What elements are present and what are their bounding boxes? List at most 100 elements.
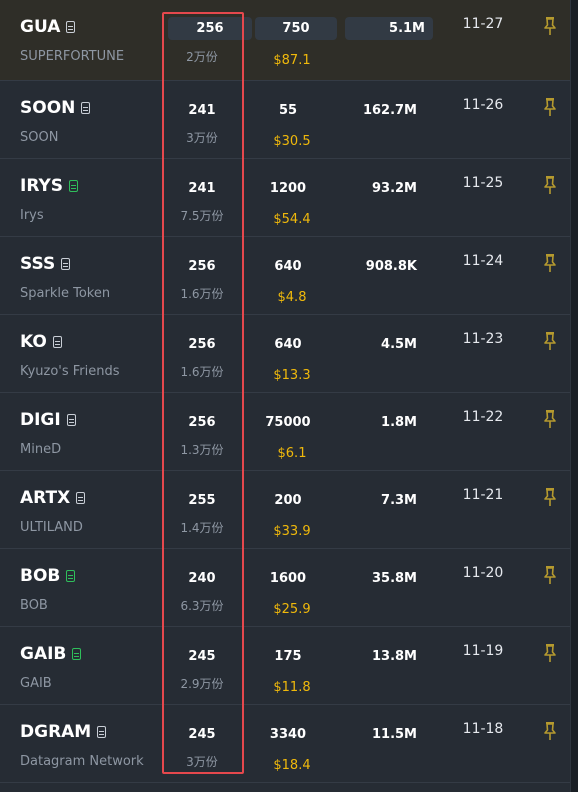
- token-name: Sparkle Token: [20, 286, 111, 301]
- token-symbol[interactable]: SSS: [20, 254, 71, 274]
- col3-value: 11.5M: [371, 727, 417, 742]
- document-icon[interactable]: [61, 258, 71, 270]
- col3-value: 93.2M: [371, 181, 417, 196]
- col2-price: $87.1: [273, 53, 311, 68]
- symbol-text: DGRAM: [20, 722, 92, 742]
- date-value: 11-18: [462, 721, 504, 737]
- col1-value: 245: [188, 649, 216, 664]
- symbol-text: DIGI: [20, 410, 61, 430]
- token-symbol[interactable]: SOON: [20, 98, 91, 118]
- table-row[interactable]: DGRAM Datagram Network 245 3万份 3340 $18.…: [0, 705, 570, 783]
- col1-value: 256: [188, 415, 216, 430]
- table-row[interactable]: SOON SOON 241 3万份 55 $30.5 162.7M 11-26: [0, 81, 570, 159]
- document-icon[interactable]: [66, 414, 76, 426]
- col2-price: $4.8: [277, 290, 307, 305]
- pin-icon[interactable]: [542, 565, 558, 585]
- col3-value: 7.3M: [381, 493, 417, 508]
- symbol-text: BOB: [20, 566, 61, 586]
- date-value: 11-26: [462, 97, 504, 113]
- col1-sub-value: 2万份: [186, 50, 218, 64]
- symbol-text: SOON: [20, 98, 76, 118]
- pin-icon[interactable]: [542, 409, 558, 429]
- pin-icon[interactable]: [542, 643, 558, 663]
- token-symbol[interactable]: ARTX: [20, 488, 86, 508]
- col3-value: 35.8M: [371, 571, 417, 586]
- col1-sub-value: 2.9万份: [180, 677, 224, 691]
- col1-sub-value: 7.5万份: [180, 209, 224, 223]
- col2-price: $54.4: [273, 212, 311, 227]
- col2-value: 175: [274, 649, 302, 664]
- table-row[interactable]: BOB BOB 240 6.3万份 1600 $25.9 35.8M 11-20: [0, 549, 570, 627]
- col2-price: $30.5: [273, 134, 311, 149]
- date-value: 11-20: [462, 565, 504, 581]
- pin-icon[interactable]: [542, 97, 558, 117]
- pin-icon[interactable]: [542, 175, 558, 195]
- symbol-text: KO: [20, 332, 47, 352]
- date-value: 11-27: [462, 16, 504, 32]
- token-name: GAIB: [20, 676, 52, 691]
- symbol-text: ARTX: [20, 488, 71, 508]
- document-icon[interactable]: [69, 180, 79, 192]
- document-icon[interactable]: [76, 492, 86, 504]
- token-symbol[interactable]: DGRAM: [20, 722, 107, 742]
- token-symbol[interactable]: GUA: [20, 17, 76, 37]
- pin-icon[interactable]: [542, 331, 558, 351]
- col2-price: $33.9: [273, 524, 311, 539]
- token-name: SOON: [20, 130, 59, 145]
- col3-value: 5.1M: [345, 17, 433, 40]
- token-symbol[interactable]: IRYS: [20, 176, 79, 196]
- col1-sub-value: 1.3万份: [180, 443, 224, 457]
- date-value: 11-19: [462, 643, 504, 659]
- col2-value: 1600: [269, 571, 307, 586]
- symbol-text: SSS: [20, 254, 56, 274]
- document-icon[interactable]: [97, 726, 107, 738]
- token-symbol[interactable]: BOB: [20, 566, 76, 586]
- token-name: ULTILAND: [20, 520, 83, 535]
- col2-value: 75000: [265, 415, 311, 430]
- col3-value: 13.8M: [371, 649, 417, 664]
- pin-icon[interactable]: [542, 16, 558, 36]
- table-row[interactable]: IRYS Irys 241 7.5万份 1200 $54.4 93.2M 11-…: [0, 159, 570, 237]
- col1-sub-value: 3万份: [186, 131, 218, 145]
- document-icon[interactable]: [66, 21, 76, 33]
- col1-value: 256: [168, 17, 252, 40]
- col2-value: 55: [278, 103, 298, 118]
- table-row[interactable]: KO Kyuzo's Friends 256 1.6万份 640 $13.3 4…: [0, 315, 570, 393]
- col2-price: $18.4: [273, 758, 311, 773]
- col2-value: 640: [274, 337, 302, 352]
- table-row[interactable]: GAIB GAIB 245 2.9万份 175 $11.8 13.8M 11-1…: [0, 627, 570, 705]
- col1-value: 256: [188, 337, 216, 352]
- col3-value: 4.5M: [381, 337, 417, 352]
- pin-icon[interactable]: [542, 721, 558, 741]
- token-name: Datagram Network: [20, 754, 144, 769]
- date-value: 11-23: [462, 331, 504, 347]
- table-row[interactable]: GUA SUPERFORTUNE 256 2万份 750 $87.1 5.1M …: [0, 0, 570, 81]
- col3-value: 908.8K: [365, 259, 417, 274]
- col1-value: 245: [188, 727, 216, 742]
- pin-icon[interactable]: [542, 253, 558, 273]
- token-symbol[interactable]: KO: [20, 332, 62, 352]
- col1-sub-value: 1.6万份: [180, 365, 224, 379]
- col1-sub-value: 6.3万份: [180, 599, 224, 613]
- col1-sub-value: 1.4万份: [180, 521, 224, 535]
- pin-icon[interactable]: [542, 487, 558, 507]
- col1-value: 240: [188, 571, 216, 586]
- document-icon[interactable]: [81, 102, 91, 114]
- table-row[interactable]: DIGI MineD 256 1.3万份 75000 $6.1 1.8M 11-…: [0, 393, 570, 471]
- col2-price: $6.1: [277, 446, 307, 461]
- symbol-text: GAIB: [20, 644, 67, 664]
- document-icon[interactable]: [72, 648, 82, 660]
- col1-sub-value: 1.6万份: [180, 287, 224, 301]
- date-value: 11-25: [462, 175, 504, 191]
- table-row[interactable]: ARTX ULTILAND 255 1.4万份 200 $33.9 7.3M 1…: [0, 471, 570, 549]
- col2-value: 3340: [269, 727, 307, 742]
- col1-value: 241: [188, 103, 216, 118]
- scrollbar-track[interactable]: [570, 0, 578, 792]
- table-row[interactable]: SSS Sparkle Token 256 1.6万份 640 $4.8 908…: [0, 237, 570, 315]
- document-icon[interactable]: [52, 336, 62, 348]
- col1-value: 255: [188, 493, 216, 508]
- token-symbol[interactable]: GAIB: [20, 644, 82, 664]
- token-symbol[interactable]: DIGI: [20, 410, 76, 430]
- document-icon[interactable]: [66, 570, 76, 582]
